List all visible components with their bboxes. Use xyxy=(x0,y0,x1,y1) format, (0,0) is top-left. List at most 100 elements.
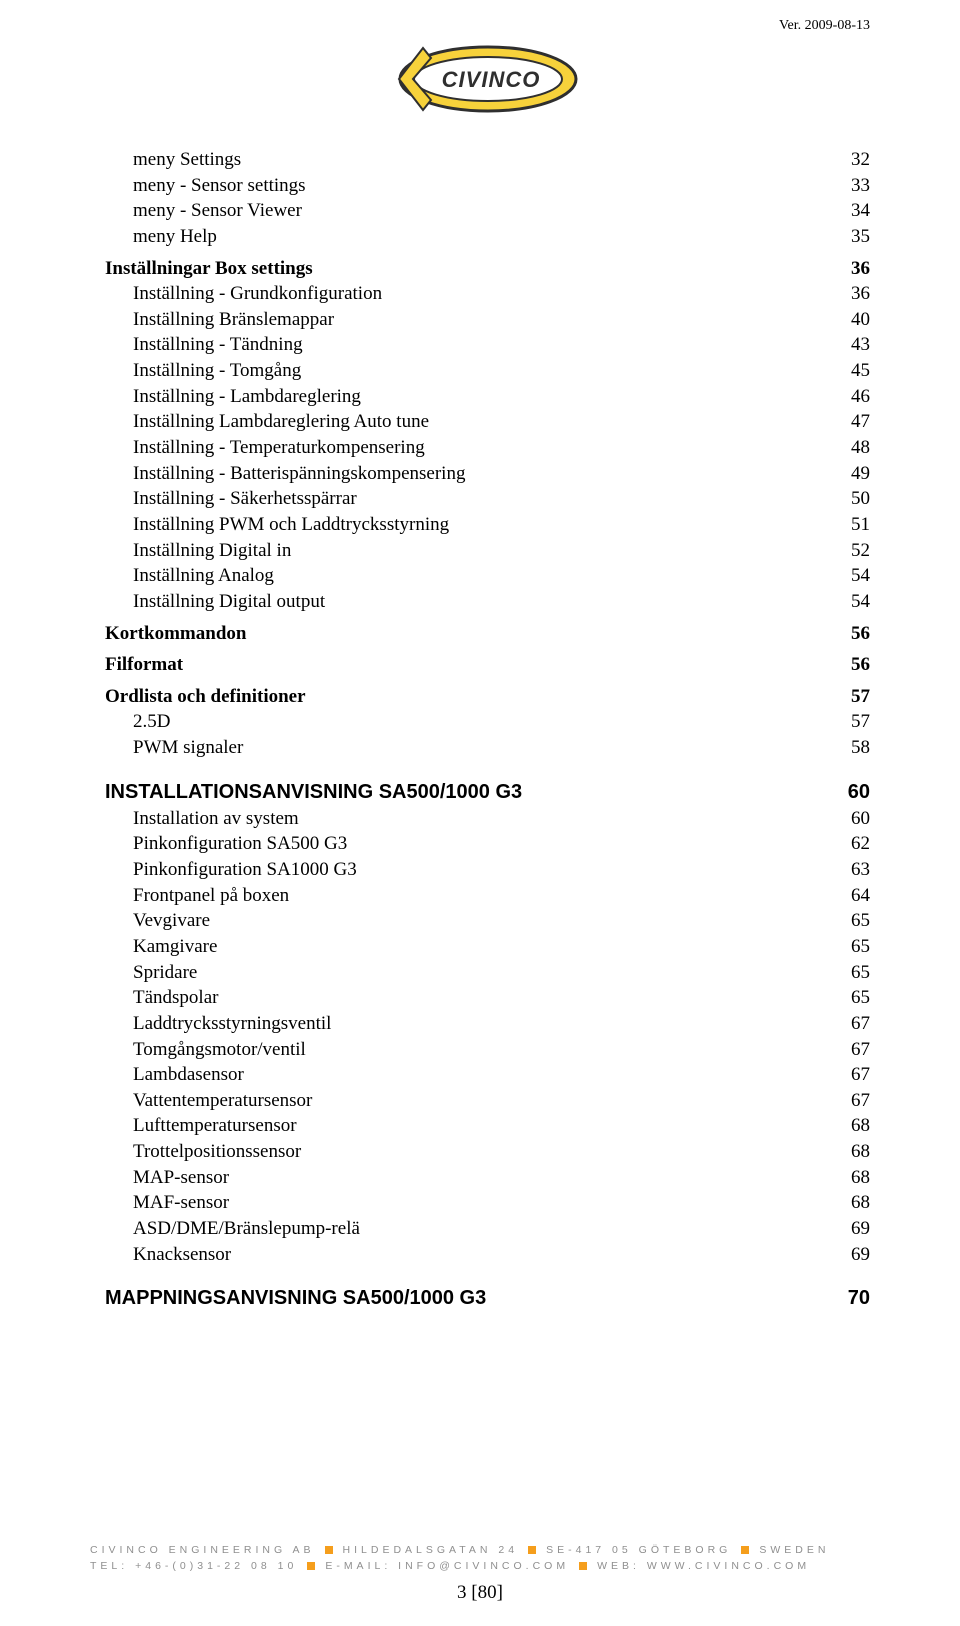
toc-label: Inställning Digital output xyxy=(133,589,835,615)
toc-page-number: 32 xyxy=(835,147,870,173)
toc-label: MAPPNINGSANVISNING SA500/1000 G3 xyxy=(105,1285,832,1312)
toc-label: Frontpanel på boxen xyxy=(133,883,835,909)
toc-label: Lambdasensor xyxy=(133,1062,835,1088)
toc-entry: Trottelpositionssensor68 xyxy=(105,1139,870,1165)
toc-entry: meny - Sensor settings33 xyxy=(105,173,870,199)
toc-page-number: 65 xyxy=(835,960,870,986)
separator-icon xyxy=(325,1546,333,1554)
toc-page-number: 48 xyxy=(835,435,870,461)
toc-page-number: 60 xyxy=(832,779,870,806)
footer-company: CIVINCO ENGINEERING AB xyxy=(90,1544,315,1556)
separator-icon xyxy=(741,1546,749,1554)
toc-page-number: 47 xyxy=(835,409,870,435)
toc-label: 2.5D xyxy=(133,709,835,735)
toc-label: Tomgångsmotor/ventil xyxy=(133,1037,835,1063)
toc-label: Inställning - Tomgång xyxy=(133,358,835,384)
toc-label: meny - Sensor Viewer xyxy=(133,198,835,224)
toc-entry: Filformat56 xyxy=(105,652,870,678)
toc-label: Inställning Lambdareglering Auto tune xyxy=(133,409,835,435)
toc-page-number: 46 xyxy=(835,384,870,410)
toc-entry: Kamgivare65 xyxy=(105,934,870,960)
toc-entry: Ordlista och definitioner57 xyxy=(105,684,870,710)
toc-page-number: 33 xyxy=(835,173,870,199)
toc-page-number: 60 xyxy=(835,806,870,832)
toc-label: Kortkommandon xyxy=(105,621,835,647)
toc-entry: Installation av system60 xyxy=(105,806,870,832)
toc-page-number: 43 xyxy=(835,332,870,358)
toc-label: Laddtrycksstyrningsventil xyxy=(133,1011,835,1037)
toc-entry: Pinkonfiguration SA1000 G363 xyxy=(105,857,870,883)
toc-entry: ASD/DME/Bränslepump-relä69 xyxy=(105,1216,870,1242)
toc-label: Lufttemperatursensor xyxy=(133,1113,835,1139)
footer-street: HILDEDALSGATAN 24 xyxy=(343,1544,519,1556)
toc-entry: Inställning Bränslemappar40 xyxy=(105,307,870,333)
toc-label: Installation av system xyxy=(133,806,835,832)
toc-entry: Inställning Lambdareglering Auto tune47 xyxy=(105,409,870,435)
toc-entry: Inställningar Box settings36 xyxy=(105,256,870,282)
toc-entry: MAP-sensor68 xyxy=(105,1165,870,1191)
toc-label: meny Help xyxy=(133,224,835,250)
toc-entry: Inställning Digital in52 xyxy=(105,538,870,564)
toc-entry: Pinkonfiguration SA500 G362 xyxy=(105,831,870,857)
toc-label: Vevgivare xyxy=(133,908,835,934)
toc-entry: Lufttemperatursensor68 xyxy=(105,1113,870,1139)
toc-page-number: 57 xyxy=(835,684,870,710)
toc-page-number: 36 xyxy=(835,281,870,307)
toc-page-number: 54 xyxy=(835,563,870,589)
toc-page-number: 64 xyxy=(835,883,870,909)
toc-page-number: 52 xyxy=(835,538,870,564)
toc-entry: meny - Sensor Viewer34 xyxy=(105,198,870,224)
toc-label: Spridare xyxy=(133,960,835,986)
toc-entry: Inställning - Batterispänningskompenseri… xyxy=(105,461,870,487)
toc-page-number: 63 xyxy=(835,857,870,883)
toc-label: MAF-sensor xyxy=(133,1190,835,1216)
toc-entry: Inställning - Säkerhetsspärrar50 xyxy=(105,486,870,512)
separator-icon xyxy=(307,1562,315,1570)
toc-label: ASD/DME/Bränslepump-relä xyxy=(133,1216,835,1242)
toc-label: Inställning - Lambdareglering xyxy=(133,384,835,410)
toc-entry: PWM signaler58 xyxy=(105,735,870,761)
footer-postal: SE-417 05 GÖTEBORG xyxy=(546,1544,731,1556)
toc-page-number: 56 xyxy=(835,621,870,647)
svg-text:CIVINCO: CIVINCO xyxy=(441,67,540,92)
separator-icon xyxy=(528,1546,536,1554)
toc-label: Kamgivare xyxy=(133,934,835,960)
toc-page-number: 45 xyxy=(835,358,870,384)
toc-entry: meny Help35 xyxy=(105,224,870,250)
footer-tel: +46-(0)31-22 08 10 xyxy=(135,1560,297,1572)
toc-label: MAP-sensor xyxy=(133,1165,835,1191)
toc-entry: Knacksensor69 xyxy=(105,1242,870,1268)
toc-entry: Spridare65 xyxy=(105,960,870,986)
toc-page-number: 58 xyxy=(835,735,870,761)
toc-label: PWM signaler xyxy=(133,735,835,761)
toc-label: meny Settings xyxy=(133,147,835,173)
toc-entry: Inställning Analog54 xyxy=(105,563,870,589)
toc-entry: Kortkommandon56 xyxy=(105,621,870,647)
toc-label: Inställning - Grundkonfiguration xyxy=(133,281,835,307)
footer-tel-label: TEL: xyxy=(90,1560,128,1572)
toc-page-number: 67 xyxy=(835,1037,870,1063)
toc-entry: Inställning Digital output54 xyxy=(105,589,870,615)
toc-label: Inställning PWM och Laddtrycksstyrning xyxy=(133,512,835,538)
toc-entry: INSTALLATIONSANVISNING SA500/1000 G360 xyxy=(105,779,870,806)
toc-label: meny - Sensor settings xyxy=(133,173,835,199)
footer-email-label: E-MAIL: xyxy=(325,1560,391,1572)
footer-country: SWEDEN xyxy=(759,1544,829,1556)
toc-label: Pinkonfiguration SA500 G3 xyxy=(133,831,835,857)
toc-entry: Lambdasensor67 xyxy=(105,1062,870,1088)
toc-page-number: 50 xyxy=(835,486,870,512)
page-footer: CIVINCO ENGINEERING AB HILDEDALSGATAN 24… xyxy=(90,1544,870,1604)
toc-page-number: 68 xyxy=(835,1190,870,1216)
version-label: Ver. 2009-08-13 xyxy=(779,18,870,34)
toc-page-number: 68 xyxy=(835,1165,870,1191)
footer-web-label: WEB: xyxy=(597,1560,640,1572)
toc-entry: Inställning - Tomgång45 xyxy=(105,358,870,384)
toc-page-number: 65 xyxy=(835,985,870,1011)
toc-page-number: 51 xyxy=(835,512,870,538)
toc-page-number: 65 xyxy=(835,908,870,934)
toc-entry: Laddtrycksstyrningsventil67 xyxy=(105,1011,870,1037)
toc-page-number: 35 xyxy=(835,224,870,250)
toc-label: Knacksensor xyxy=(133,1242,835,1268)
toc-page-number: 54 xyxy=(835,589,870,615)
toc-page-number: 68 xyxy=(835,1113,870,1139)
